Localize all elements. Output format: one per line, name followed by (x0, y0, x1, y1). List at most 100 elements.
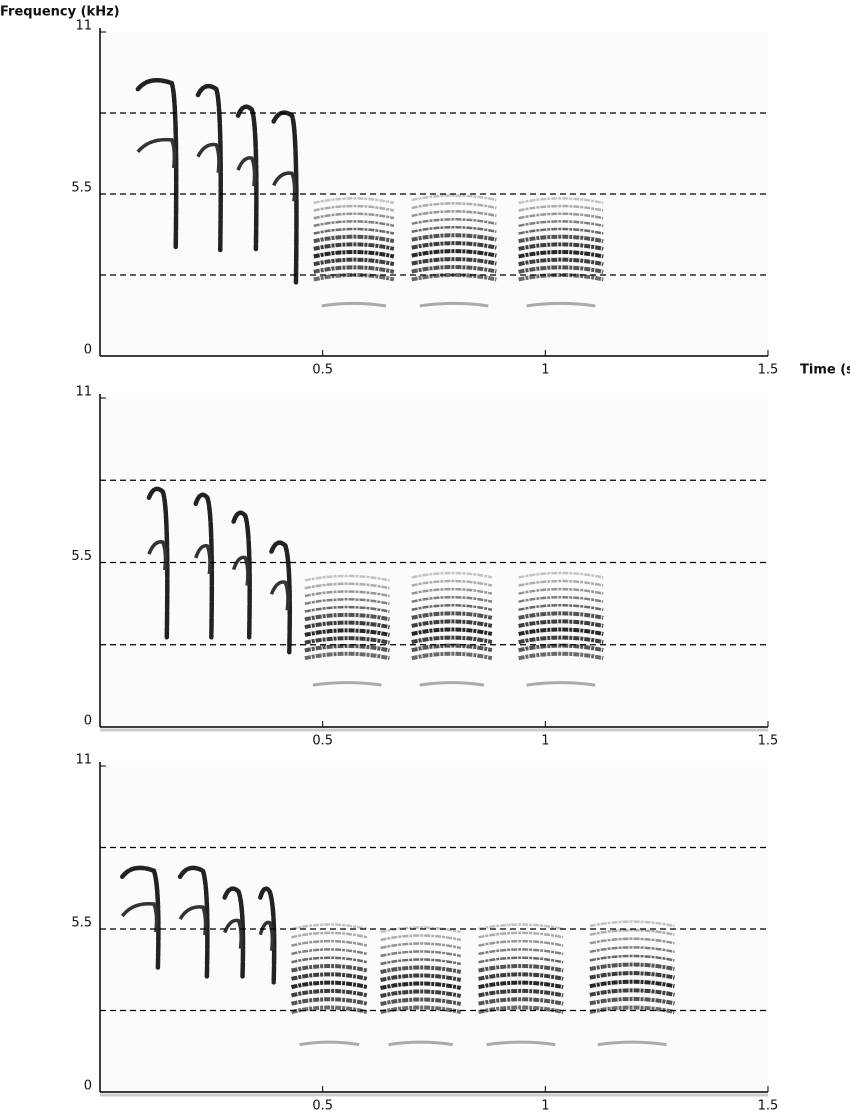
harmonic (589, 979, 675, 989)
sweep-harmonic (272, 171, 297, 202)
sweep-harmonic (194, 543, 212, 575)
harmonic (478, 972, 564, 981)
harmonic (313, 265, 395, 274)
harmonic (313, 197, 395, 205)
sweep-harmonic (196, 142, 221, 173)
harmonic (589, 1005, 675, 1014)
harmonic (518, 651, 604, 661)
harmonic (518, 571, 604, 579)
harmonic (589, 996, 675, 1006)
harmonic (291, 964, 368, 973)
harmonic (380, 1005, 462, 1014)
harmonic (291, 972, 368, 981)
harmonic (411, 210, 497, 218)
harmonic (478, 939, 564, 947)
harmonic (313, 242, 395, 251)
low-band (321, 301, 387, 308)
sweep (193, 492, 215, 640)
harmonic (478, 988, 564, 998)
harmonic (589, 946, 675, 954)
sweep-harmonic (120, 902, 159, 933)
x-axis-label: Time (s) (800, 363, 850, 378)
harmonic (313, 227, 395, 235)
low-band (486, 1040, 556, 1047)
harmonic (518, 242, 604, 251)
harmonic (380, 965, 462, 974)
low-band (597, 1040, 667, 1047)
harmonic (589, 920, 675, 928)
harmonic (411, 218, 497, 226)
harmonic (518, 587, 604, 595)
harmonic (313, 234, 395, 244)
harmonic (411, 627, 493, 636)
sweep (146, 486, 170, 640)
x-tick-label: 1.5 (758, 363, 779, 378)
harmonic (380, 997, 462, 1006)
harmonic (478, 997, 564, 1006)
x-tick-label: 1 (541, 363, 549, 378)
harmonic (518, 643, 604, 653)
harmonic (380, 973, 462, 982)
harmonic (304, 643, 390, 653)
harmonic (304, 574, 390, 582)
sweep (271, 110, 299, 285)
x-tick-label: 0.5 (312, 363, 333, 378)
x-tick-label: 0.5 (312, 734, 333, 749)
harmonic (304, 612, 390, 622)
harmonic (291, 997, 368, 1006)
harmonic (589, 988, 675, 997)
harmonic (478, 956, 564, 964)
harmonic (313, 220, 395, 228)
harmonic (589, 928, 675, 936)
harmonic (313, 212, 395, 220)
harmonic (589, 962, 675, 972)
harmonic (518, 611, 604, 620)
harmonic (478, 923, 564, 931)
harmonic (411, 587, 493, 595)
sweep-harmonic (136, 137, 177, 169)
harmonic (411, 265, 497, 274)
harmonic (411, 595, 493, 603)
harmonic (478, 980, 564, 990)
sweep-harmonic (223, 918, 243, 949)
sweep-harmonic (258, 920, 275, 951)
y-tick-label: 5.5 (71, 916, 92, 931)
harmonic (411, 611, 493, 620)
harmonic (518, 627, 604, 636)
y-axis-label: Frequency (kHz) (0, 5, 120, 20)
note-stack (518, 571, 604, 661)
harmonic (304, 620, 390, 630)
x-tick-label: 1 (541, 734, 549, 749)
y-tick-label: 11 (75, 19, 92, 34)
harmonic (478, 948, 564, 956)
x-tick-label: 1 (541, 1099, 549, 1114)
note-stack (380, 926, 462, 1014)
harmonic (518, 197, 604, 205)
harmonic (291, 939, 368, 947)
harmonic (304, 636, 390, 645)
harmonic (411, 233, 497, 242)
harmonic (411, 579, 493, 587)
x-tick-label: 1.5 (758, 1099, 779, 1114)
sweep (222, 886, 246, 979)
sweep (231, 510, 252, 640)
low-band (419, 301, 489, 308)
sweep (135, 77, 179, 250)
note-stack (411, 194, 497, 282)
harmonic (291, 980, 368, 990)
low-band (526, 301, 596, 308)
sweep (258, 886, 277, 985)
harmonic (304, 598, 390, 606)
harmonic (478, 964, 564, 973)
y-tick-label: 5.5 (71, 549, 92, 564)
note-stack (589, 920, 675, 1014)
harmonic (411, 635, 493, 645)
low-band (419, 681, 485, 687)
sweep-harmonic (269, 580, 290, 611)
harmonic (411, 226, 497, 233)
harmonic (478, 1005, 564, 1014)
harmonic (518, 249, 604, 259)
harmonic (380, 981, 462, 990)
sweep (195, 83, 223, 253)
harmonic (380, 989, 462, 998)
